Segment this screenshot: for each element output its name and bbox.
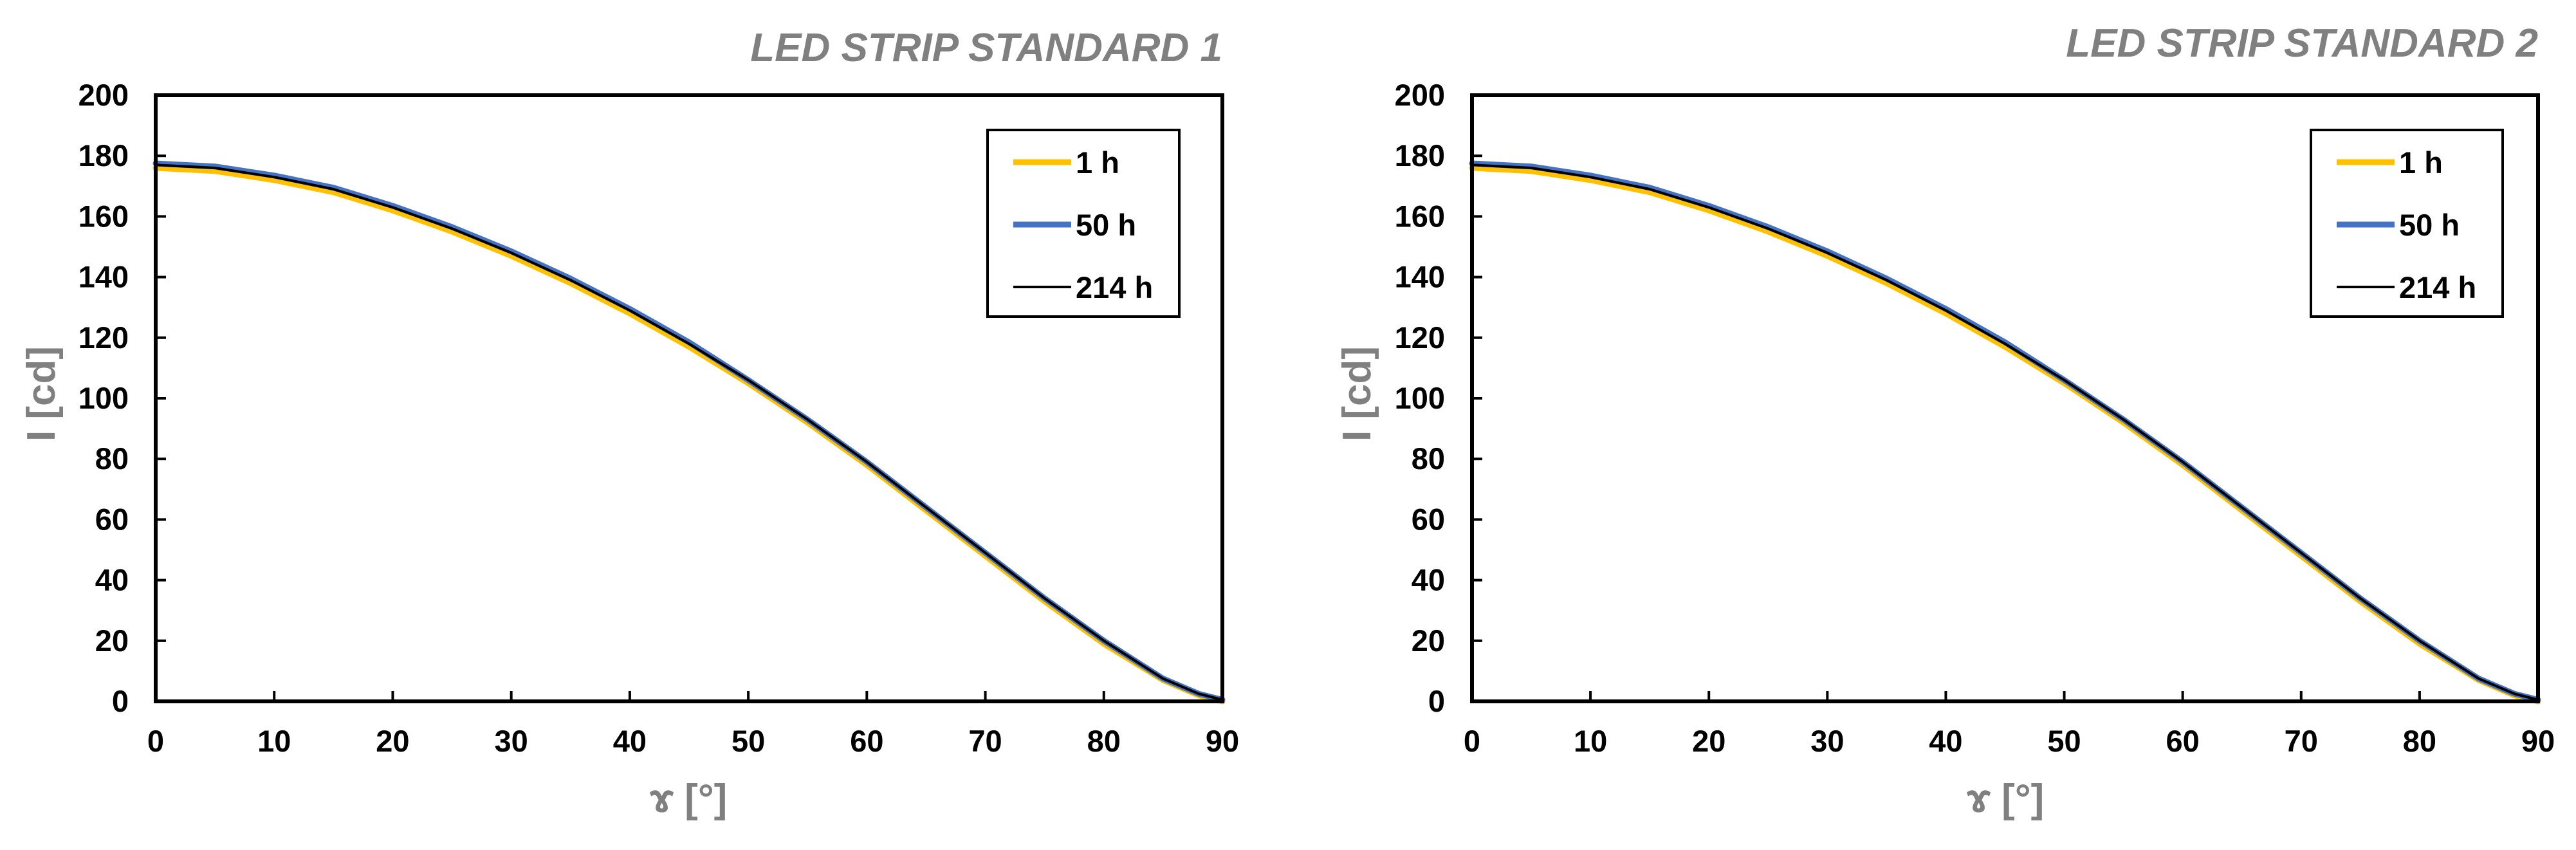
x-tick-label: 20 (376, 724, 409, 758)
x-tick-label: 90 (1206, 724, 1239, 758)
y-tick-label: 60 (1412, 502, 1445, 536)
y-tick-label: 180 (1395, 138, 1445, 172)
legend-label: 214 h (1076, 270, 1153, 304)
y-tick-label: 200 (1395, 78, 1445, 112)
y-tick-label: 0 (112, 684, 129, 718)
legend-label: 1 h (1076, 145, 1119, 180)
y-tick-label: 160 (78, 199, 129, 233)
x-tick-label: 70 (968, 724, 1002, 758)
y-tick-label: 80 (95, 441, 129, 476)
y-tick-label: 140 (78, 260, 129, 294)
y-tick-label: 120 (78, 320, 129, 355)
legend: 1 h 50 h 214 h (986, 129, 1181, 318)
x-tick-label: 40 (613, 724, 647, 758)
legend-label: 50 h (1076, 208, 1136, 242)
y-tick-label: 160 (1395, 199, 1445, 233)
x-tick-label: 0 (147, 724, 164, 758)
x-tick-label: 90 (2521, 724, 2555, 758)
y-tick-label: 200 (78, 78, 129, 112)
y-tick-label: 100 (78, 381, 129, 415)
chart-led-strip-standard-1: LED STRIP STANDARD 1 ɤ [°] I [cd] 0 10 20 3… (19, 26, 1239, 821)
y-axis-label: I [cd] (19, 346, 64, 441)
legend-label: 1 h (2399, 145, 2443, 180)
series-lines (1469, 160, 2541, 705)
chart-title: LED STRIP STANDARD 2 (2066, 21, 2538, 66)
y-tick-label: 120 (1395, 320, 1445, 355)
x-tick-label: 10 (1574, 724, 1607, 758)
y-tick-label: 0 (1428, 684, 1445, 718)
axis-ticks: 0 10 20 30 40 50 60 70 80 90 0 20 40 60 80 100 120 140 160… (78, 78, 1240, 758)
axis-ticks: 0 10 20 30 40 50 60 70 80 90 0 20 40 60 80 100 120 140 160… (1395, 78, 2555, 758)
x-axis-label: ɤ [°] (650, 777, 728, 821)
legend: 1 h 50 h 214 h (2310, 129, 2504, 318)
x-tick-label: 50 (731, 724, 765, 758)
x-tick-label: 10 (257, 724, 291, 758)
x-axis-label: ɤ [°] (1967, 777, 2045, 821)
y-axis-label: I [cd] (1335, 346, 1379, 441)
y-tick-label: 60 (95, 502, 129, 536)
series-line-214h (154, 163, 1224, 701)
y-tick-label: 20 (95, 624, 129, 658)
y-tick-label: 20 (1412, 624, 1445, 658)
y-tick-label: 180 (78, 138, 129, 172)
legend-label: 50 h (2399, 208, 2460, 242)
x-tick-label: 80 (1087, 724, 1121, 758)
y-tick-label: 40 (95, 563, 129, 597)
series-line-214h (1471, 163, 2539, 701)
y-tick-label: 40 (1412, 563, 1445, 597)
x-tick-label: 60 (850, 724, 883, 758)
x-tick-label: 50 (2047, 724, 2081, 758)
x-tick-label: 80 (2403, 724, 2436, 758)
plot-frame (1470, 93, 2540, 703)
x-tick-label: 30 (1810, 724, 1844, 758)
chart-title: LED STRIP STANDARD 1 (750, 26, 1222, 70)
plot-frame (154, 93, 1224, 703)
x-tick-label: 20 (1692, 724, 1725, 758)
y-tick-label: 140 (1395, 260, 1445, 294)
x-tick-label: 30 (495, 724, 528, 758)
series-lines (152, 160, 1226, 705)
x-tick-label: 0 (1464, 724, 1480, 758)
chart-led-strip-standard-2: LED STRIP STANDARD 2 ɤ [°] I [cd] 0 10 20 3… (1335, 21, 2555, 821)
x-tick-label: 40 (1929, 724, 1962, 758)
x-tick-label: 70 (2285, 724, 2318, 758)
y-tick-label: 80 (1412, 441, 1445, 476)
legend-label: 214 h (2399, 270, 2476, 304)
y-tick-label: 100 (1395, 381, 1445, 415)
x-tick-label: 60 (2166, 724, 2200, 758)
